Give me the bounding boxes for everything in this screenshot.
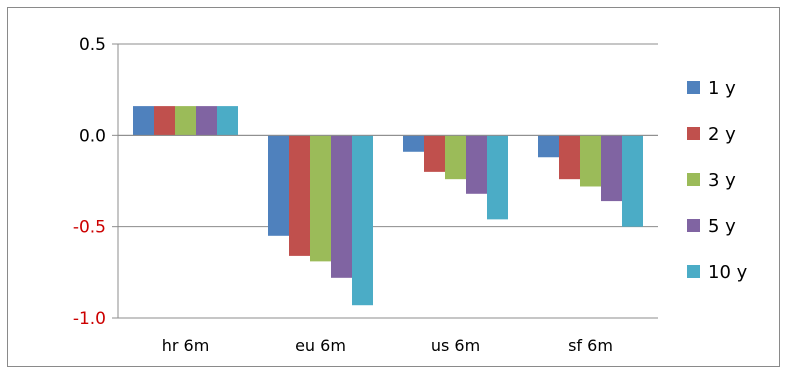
- bar-3y-eu-6m: [310, 135, 331, 262]
- bar-5y-eu-6m: [331, 135, 352, 278]
- bar-1y-us-6m: [403, 135, 424, 152]
- bar-1y-hr-6m: [133, 106, 154, 136]
- y-axis-ticks: 0.5 0.0 -0.5 -1.0: [73, 35, 118, 329]
- bar-3y-sf-6m: [580, 135, 601, 187]
- bar-5y-sf-6m: [601, 135, 622, 202]
- bar-5y-us-6m: [466, 135, 487, 194]
- gridlines: [118, 43, 658, 319]
- x-category-label: hr 6m: [162, 336, 210, 355]
- legend-swatch: [687, 265, 700, 278]
- legend-label: 3 y: [708, 170, 736, 191]
- bar-3y-us-6m: [445, 135, 466, 180]
- legend-label: 2 y: [708, 124, 736, 145]
- bar-10y-us-6m: [487, 135, 508, 220]
- y-tick-label: 0.0: [79, 126, 106, 146]
- y-tick-label: -0.5: [73, 218, 106, 238]
- legend-label: 1 y: [708, 78, 736, 99]
- bar-1y-eu-6m: [268, 135, 289, 236]
- bar-2y-eu-6m: [289, 135, 310, 256]
- legend-label: 5 y: [708, 216, 736, 237]
- y-tick-label: 0.5: [79, 35, 106, 55]
- chart-frame: [7, 7, 780, 367]
- legend-swatch: [687, 219, 700, 232]
- x-category-label: sf 6m: [568, 336, 613, 355]
- x-axis-labels: hr 6m eu 6m us 6m sf 6m: [162, 336, 613, 355]
- bar-3y-hr-6m: [175, 106, 196, 136]
- axes: [117, 44, 658, 318]
- bar-10y-eu-6m: [352, 135, 373, 306]
- x-category-label: eu 6m: [295, 336, 346, 355]
- legend-swatch: [687, 81, 700, 94]
- bar-1y-sf-6m: [538, 135, 559, 158]
- legend: 1 y 2 y 3 y 5 y 10 y: [687, 78, 748, 283]
- legend-label: 10 y: [708, 262, 748, 283]
- bars: [133, 106, 643, 306]
- bar-2y-us-6m: [424, 135, 445, 172]
- legend-swatch: [687, 127, 700, 140]
- bar-2y-sf-6m: [559, 135, 580, 180]
- x-category-label: us 6m: [431, 336, 480, 355]
- bar-10y-hr-6m: [217, 106, 238, 136]
- y-tick-label: -1.0: [73, 309, 106, 329]
- bar-5y-hr-6m: [196, 106, 217, 136]
- bar-2y-hr-6m: [154, 106, 175, 136]
- legend-swatch: [687, 173, 700, 186]
- bar-10y-sf-6m: [622, 135, 643, 227]
